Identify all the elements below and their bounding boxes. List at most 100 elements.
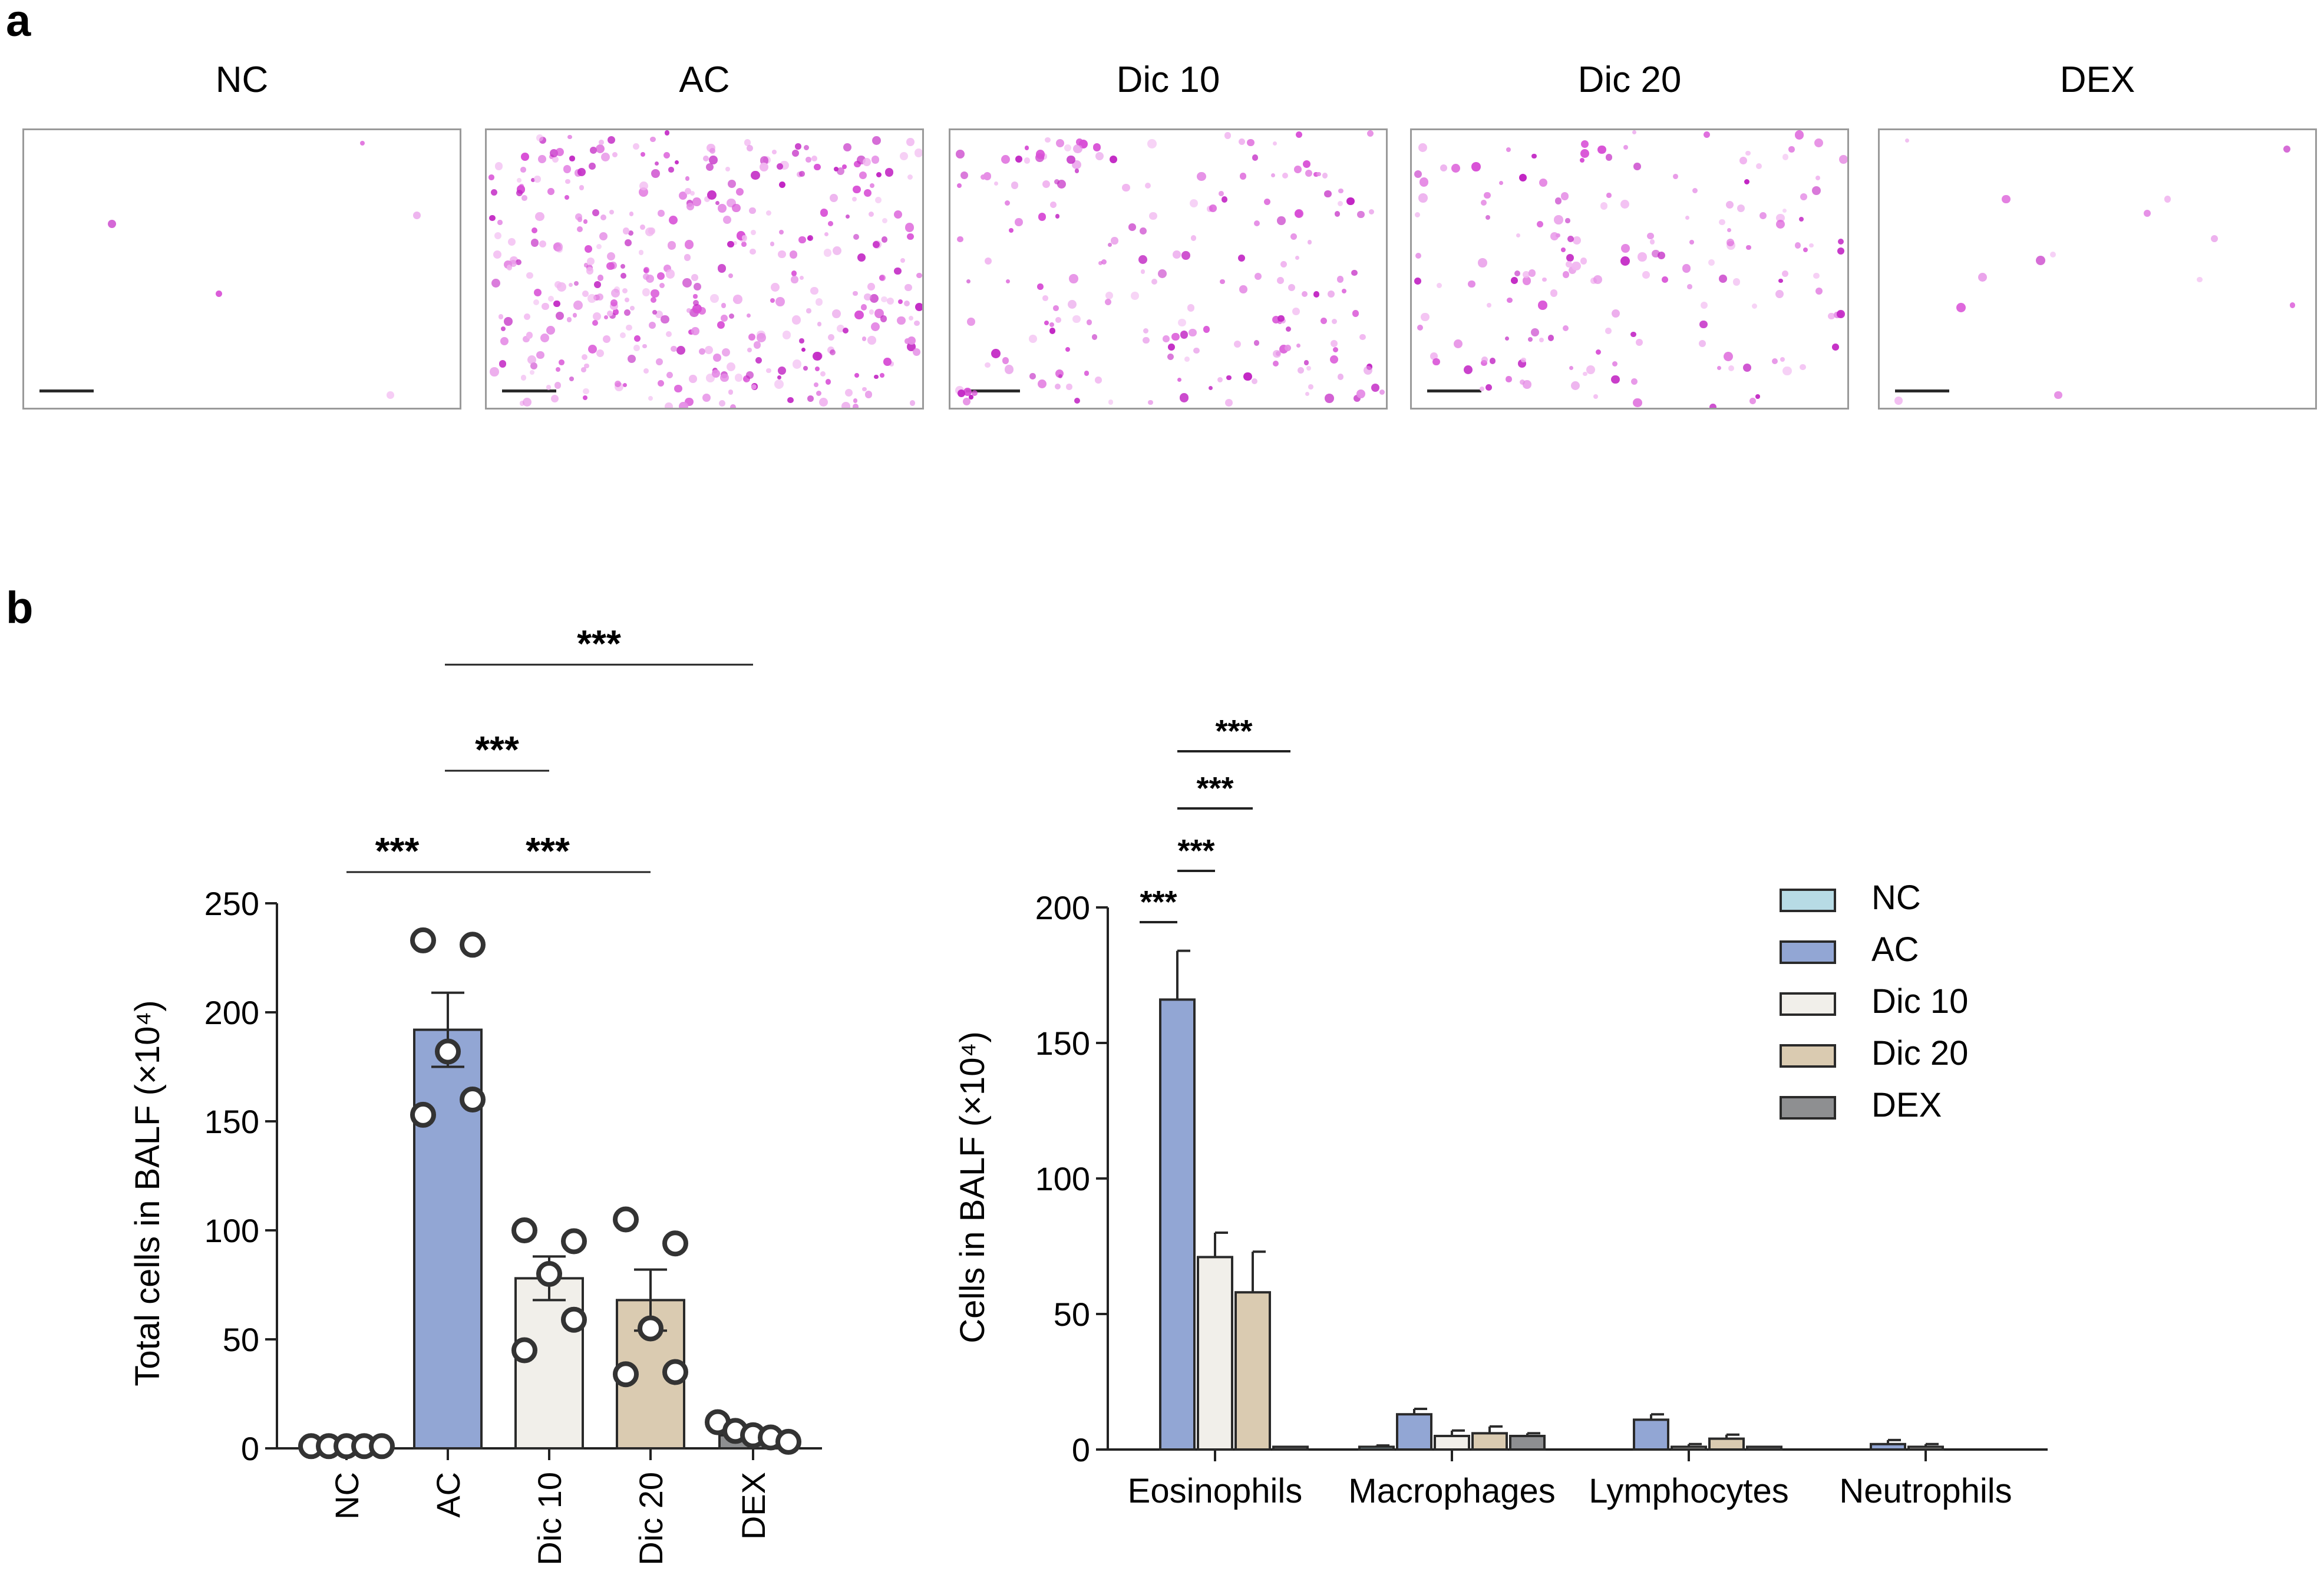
stained-cell xyxy=(498,314,504,319)
data-point xyxy=(460,932,486,958)
stained-cell xyxy=(775,297,785,307)
stained-cell xyxy=(659,282,665,288)
significance-label: *** xyxy=(577,622,621,665)
stained-cell xyxy=(535,212,544,222)
bar-dic10 xyxy=(514,1277,584,1450)
stained-cell xyxy=(1612,361,1617,367)
stained-cell xyxy=(1295,255,1300,260)
stained-cell xyxy=(779,230,784,235)
stained-cell xyxy=(1597,145,1606,154)
stained-cell xyxy=(900,152,909,161)
stained-cell xyxy=(516,189,523,196)
stained-cell xyxy=(1511,276,1518,284)
stained-cell xyxy=(587,294,597,303)
stained-cell xyxy=(1579,158,1585,163)
stained-cell xyxy=(666,269,675,279)
stained-cell xyxy=(1131,292,1139,300)
stained-cell xyxy=(1208,386,1213,391)
legend-swatch-ac xyxy=(1780,940,1836,964)
stained-cell xyxy=(1419,177,1429,187)
stained-cell xyxy=(648,396,653,401)
stained-cell xyxy=(906,138,915,147)
stained-cell xyxy=(1367,130,1374,137)
stained-cell xyxy=(1685,215,1690,220)
stained-cell xyxy=(1506,376,1512,382)
stained-cell xyxy=(1547,335,1554,341)
stained-cell xyxy=(1593,275,1603,285)
stained-cell xyxy=(967,318,975,326)
stained-cell xyxy=(889,361,894,367)
stained-cell xyxy=(1778,278,1783,283)
stained-cell xyxy=(991,349,1001,359)
stained-cell xyxy=(815,298,823,306)
stained-cell xyxy=(1798,217,1804,222)
stained-cell xyxy=(803,366,808,371)
stained-cell xyxy=(546,385,552,391)
stained-cell xyxy=(862,387,867,392)
stained-cell xyxy=(728,389,734,395)
stained-cell xyxy=(799,171,806,177)
stained-cell xyxy=(1600,202,1607,210)
stained-cell xyxy=(650,297,656,303)
stained-cell xyxy=(747,347,752,352)
stained-cell xyxy=(553,300,560,308)
stained-cell xyxy=(643,368,649,374)
stained-cell xyxy=(522,397,532,407)
panel-a-label: a xyxy=(6,0,31,46)
stained-cell xyxy=(957,183,962,189)
bar-macrophages-ac xyxy=(1396,1413,1432,1451)
bar-lymphocytes-ac xyxy=(1633,1418,1669,1451)
stained-cell xyxy=(1356,389,1365,399)
stained-cell xyxy=(1432,358,1440,366)
stained-cell xyxy=(787,397,794,404)
stained-cell xyxy=(864,293,872,301)
stained-cell xyxy=(1334,211,1341,217)
stained-cell xyxy=(592,209,600,217)
stained-cell xyxy=(791,276,798,283)
y-tick-label: 0 xyxy=(241,1430,259,1467)
stained-cell xyxy=(638,250,643,255)
stained-cell xyxy=(1630,331,1636,338)
stained-cell xyxy=(1357,210,1365,219)
stained-cell xyxy=(579,185,585,190)
bar-macrophages-dic10 xyxy=(1434,1435,1470,1451)
stained-cell xyxy=(1288,283,1296,292)
stained-cell xyxy=(957,236,963,242)
stained-cell xyxy=(810,286,818,295)
stained-cell xyxy=(912,348,920,356)
stained-cell xyxy=(753,341,761,349)
stained-cell xyxy=(692,299,699,306)
stained-cell xyxy=(903,301,910,307)
stained-cell xyxy=(530,239,539,247)
stained-cell xyxy=(1193,347,1200,354)
stained-cell xyxy=(1528,269,1536,277)
y-tick-label: 50 xyxy=(223,1321,259,1358)
stained-cell xyxy=(792,359,802,369)
stained-cell xyxy=(667,241,676,250)
scale-bar xyxy=(1427,389,1481,392)
stained-cell xyxy=(491,279,501,288)
stained-cell xyxy=(1828,313,1835,320)
stained-cell xyxy=(842,164,847,170)
data-point xyxy=(775,1428,801,1455)
stained-cell xyxy=(1095,151,1104,161)
stained-cell xyxy=(592,320,598,326)
stained-cell xyxy=(1795,130,1804,140)
stained-cell xyxy=(1725,200,1734,209)
stained-cell xyxy=(497,220,503,225)
stained-cell xyxy=(1780,356,1785,362)
legend-label-ac: AC xyxy=(1871,930,1919,969)
stained-cell xyxy=(1567,235,1574,243)
stained-cell xyxy=(1280,260,1288,268)
stained-cell xyxy=(559,359,565,365)
stained-cell xyxy=(649,322,656,329)
stained-cell xyxy=(523,335,530,343)
stained-cell xyxy=(828,221,834,227)
micrograph-nc xyxy=(22,128,461,410)
y-tick-label: 200 xyxy=(204,994,259,1031)
micro-title-ac: AC xyxy=(679,60,730,100)
stained-cell xyxy=(861,336,866,341)
stained-cell xyxy=(777,163,784,170)
stained-cell xyxy=(692,197,701,206)
stained-cell xyxy=(845,214,850,219)
